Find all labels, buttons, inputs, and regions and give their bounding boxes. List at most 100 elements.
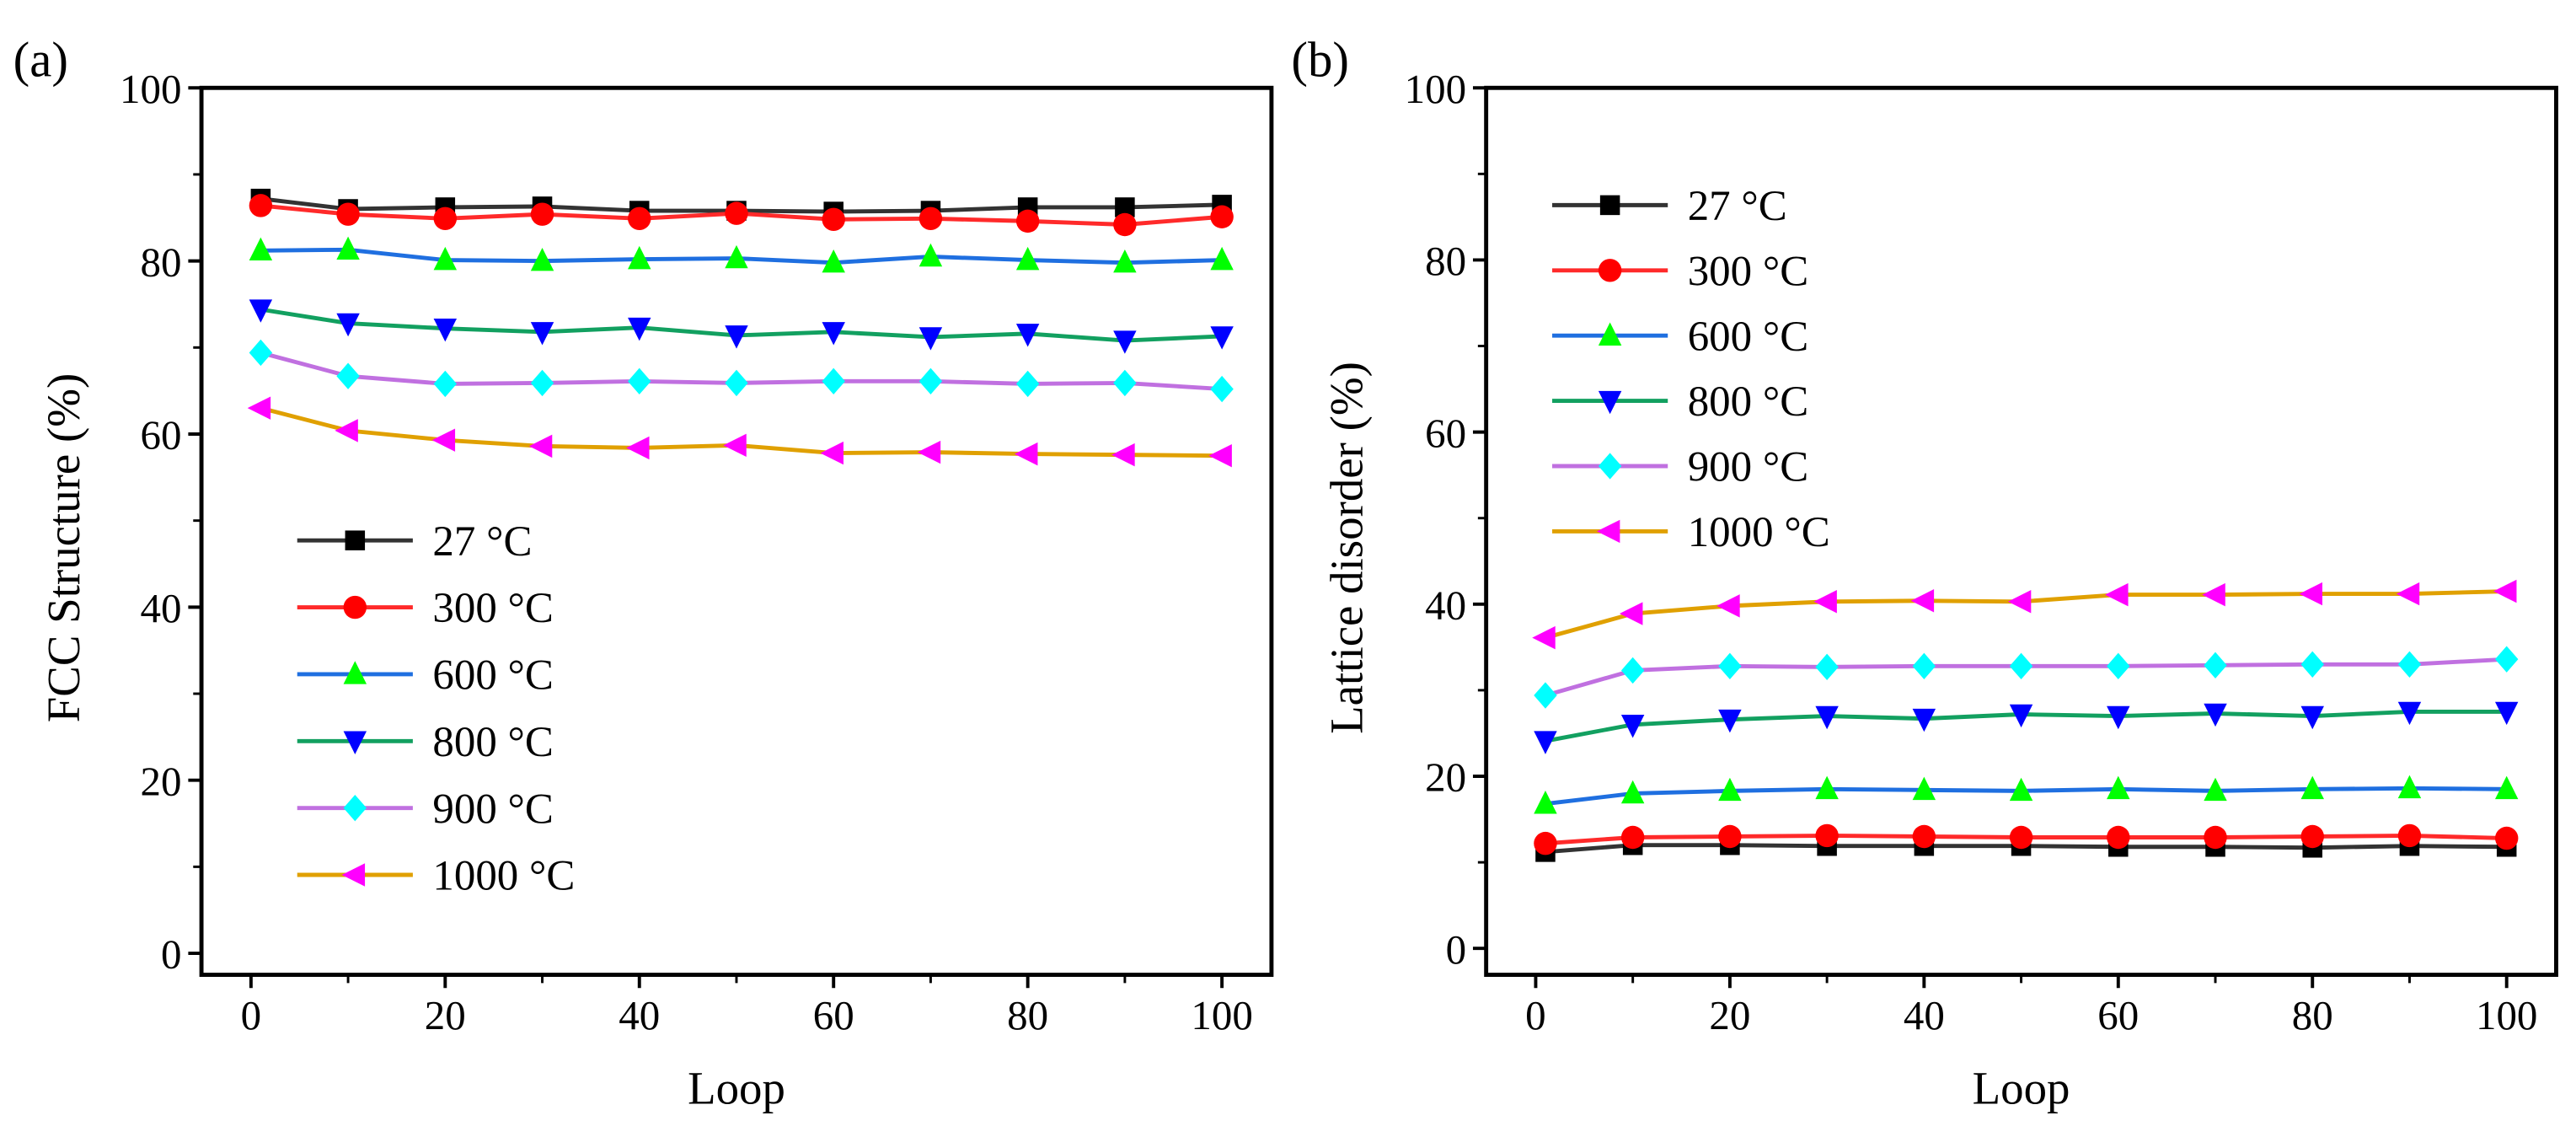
data-point (2396, 582, 2420, 606)
data-point (918, 243, 943, 267)
data-point (1111, 442, 1135, 467)
data-point (628, 317, 651, 341)
data-point (1115, 197, 1135, 217)
chart-panel-b: (b) 0 20 40 60 80 100 0 20 40 60 80 100 Loop Lattice d… (1291, 33, 2558, 1113)
data-point (1113, 212, 1137, 237)
data-point (336, 362, 360, 389)
data-point (1208, 443, 1232, 468)
x-tick-label: 100 (1191, 992, 1252, 1038)
series-4: 900 °C (1534, 444, 2519, 709)
data-point (2397, 701, 2422, 726)
data-point (1815, 775, 1839, 800)
data-point (1210, 205, 1234, 228)
x-tick-label: 100 (2476, 992, 2537, 1038)
legend-marker (1598, 322, 1622, 346)
x-tick-label: 0 (241, 992, 262, 1038)
data-point (1815, 705, 1839, 730)
legend-label: 300 °C (1688, 248, 1809, 295)
data-point (628, 206, 651, 231)
data-point (1210, 326, 1234, 350)
data-point (723, 433, 747, 458)
data-point (1534, 682, 1557, 709)
data-point (433, 370, 458, 398)
legend-label: 1000 °C (432, 853, 575, 900)
data-point (2397, 775, 2422, 799)
data-point (725, 325, 748, 349)
data-point (2105, 582, 2129, 607)
legend-marker (1598, 259, 1622, 282)
chart-panel-a: (a) 0 20 40 60 80 100 0 20 40 60 80 100 Loop FCC Struc… (13, 33, 1274, 1113)
data-point (918, 367, 943, 395)
legend-label: 800 °C (432, 719, 553, 766)
data-point (2107, 705, 2130, 730)
data-point (433, 318, 458, 342)
series-5: 1000 °C (1532, 509, 2517, 650)
data-point (822, 322, 845, 346)
data-point (1718, 652, 1742, 680)
data-point (1015, 246, 1040, 271)
data-point (2202, 582, 2225, 607)
series-0: 27 °C (1535, 183, 2517, 862)
data-point (2494, 646, 2519, 673)
data-point (1620, 657, 1645, 684)
data-point (2009, 825, 2033, 850)
data-point (822, 207, 845, 232)
data-point (249, 194, 273, 217)
legend-label: 900 °C (1688, 444, 1809, 491)
y-tick-label: 80 (141, 239, 182, 285)
x-axis-label: Loop (688, 1062, 785, 1113)
data-point (1015, 370, 1040, 398)
y-tick-label: 80 (1425, 238, 1466, 284)
data-point (247, 396, 271, 420)
series-5: 1000 °C (247, 396, 1232, 900)
data-point (530, 322, 554, 346)
data-point (433, 246, 458, 271)
legend-marker (343, 661, 367, 684)
data-point (1619, 602, 1643, 625)
data-point (725, 201, 748, 225)
data-point (2300, 705, 2324, 730)
data-point (822, 367, 845, 395)
legend-marker (1599, 195, 1620, 216)
data-point (336, 313, 360, 337)
data-point (2009, 704, 2033, 728)
data-point (1910, 589, 1935, 613)
data-point (1015, 324, 1040, 347)
series-1: 300 °C (1534, 248, 2519, 855)
legend-marker (341, 863, 366, 887)
data-point (1815, 823, 1839, 848)
data-point (1912, 708, 1936, 732)
data-point (1912, 652, 1936, 680)
legend-marker (1596, 519, 1620, 544)
data-point (1718, 709, 1742, 733)
data-point (1210, 375, 1234, 403)
data-point (628, 245, 651, 270)
data-point (2494, 775, 2519, 800)
data-point (917, 440, 941, 464)
x-tick-label: 60 (2097, 992, 2139, 1038)
data-point (820, 441, 843, 465)
data-point (1534, 831, 1557, 855)
data-point (1532, 625, 1556, 650)
data-point (1620, 825, 1645, 850)
data-point (528, 434, 553, 459)
data-point (2107, 825, 2130, 850)
data-point (530, 247, 554, 271)
data-point (628, 367, 651, 395)
data-point (431, 428, 456, 452)
y-tick-label: 20 (141, 758, 182, 804)
y-tick-label: 60 (141, 412, 182, 459)
series-3: 800 °C (249, 299, 1234, 766)
data-point (1718, 777, 1742, 802)
y-tick-label: 40 (141, 585, 182, 631)
data-point (1534, 731, 1557, 754)
data-point (725, 244, 748, 269)
data-point (2300, 824, 2324, 849)
data-point (2107, 652, 2130, 680)
series-4: 900 °C (249, 339, 1234, 833)
data-point (1113, 330, 1137, 354)
data-point (2493, 579, 2517, 603)
data-point (1620, 780, 1645, 804)
data-point (1815, 653, 1839, 681)
data-point (1912, 824, 1936, 849)
